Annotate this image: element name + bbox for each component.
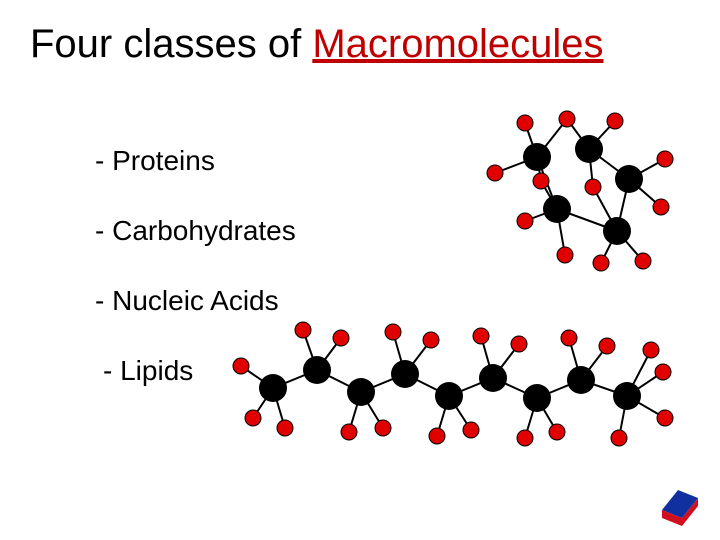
list-item: - Proteins <box>95 145 296 177</box>
slide-title: Four classes of Macromolecules <box>30 22 604 67</box>
slide-logo-icon <box>658 486 702 526</box>
title-prefix: Four classes of <box>30 22 312 66</box>
molecule-diagram-small <box>445 105 695 275</box>
molecule-diagram-chain <box>225 310 695 485</box>
list-item: - Carbohydrates <box>95 215 296 247</box>
title-accent: Macromolecules <box>312 22 603 66</box>
